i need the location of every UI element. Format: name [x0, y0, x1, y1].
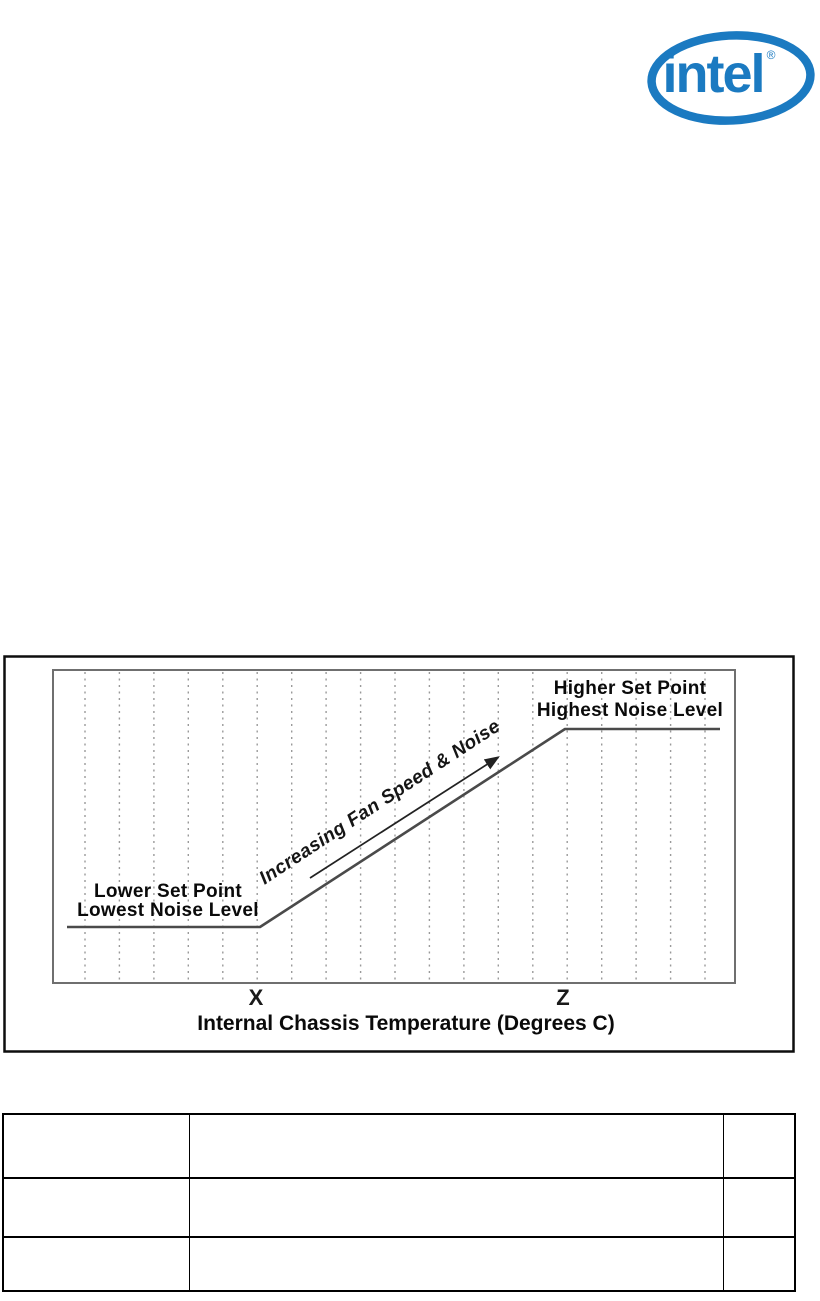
fan-speed-chart: Increasing Fan Speed & Noise Lower Set P…	[3, 655, 795, 1053]
table-row	[2, 1113, 796, 1179]
fan-speed-figure: Increasing Fan Speed & Noise Lower Set P…	[3, 655, 795, 1053]
intel-logo-graphic: intel ®	[647, 31, 815, 125]
x-axis-title: Internal Chassis Temperature (Degrees C)	[197, 1012, 614, 1035]
intel-logo-text: intel	[662, 44, 763, 104]
bottom-table	[2, 1113, 796, 1292]
lowest-noise-label: Lowest Noise Level	[77, 900, 259, 921]
x-tick-label-x: X	[249, 985, 264, 1010]
lower-set-point-label: Lower Set Point	[94, 881, 242, 902]
table-cell	[2, 1177, 190, 1238]
table-cell	[188, 1113, 724, 1179]
higher-set-point-label: Higher Set Point	[554, 678, 707, 699]
table-cell	[722, 1177, 796, 1238]
table-row	[2, 1236, 796, 1292]
table-cell	[188, 1177, 724, 1238]
plot-area	[52, 669, 736, 984]
increasing-arrow-icon	[309, 756, 500, 879]
table-row	[2, 1177, 796, 1238]
table-cell	[188, 1236, 724, 1292]
figure-frame	[3, 655, 795, 1053]
highest-noise-label: Highest Noise Level	[537, 700, 723, 721]
empty-table	[2, 1113, 796, 1292]
fan-speed-curve	[67, 727, 720, 929]
table-cell	[722, 1113, 796, 1179]
x-tick-label-z: Z	[556, 985, 569, 1010]
table-cell	[2, 1113, 190, 1179]
table-cell	[722, 1236, 796, 1292]
registered-trademark-icon: ®	[767, 48, 776, 62]
intel-logo: intel ®	[645, 28, 815, 126]
intel-swoosh-ellipse-icon	[647, 31, 815, 125]
table-cell	[2, 1236, 190, 1292]
